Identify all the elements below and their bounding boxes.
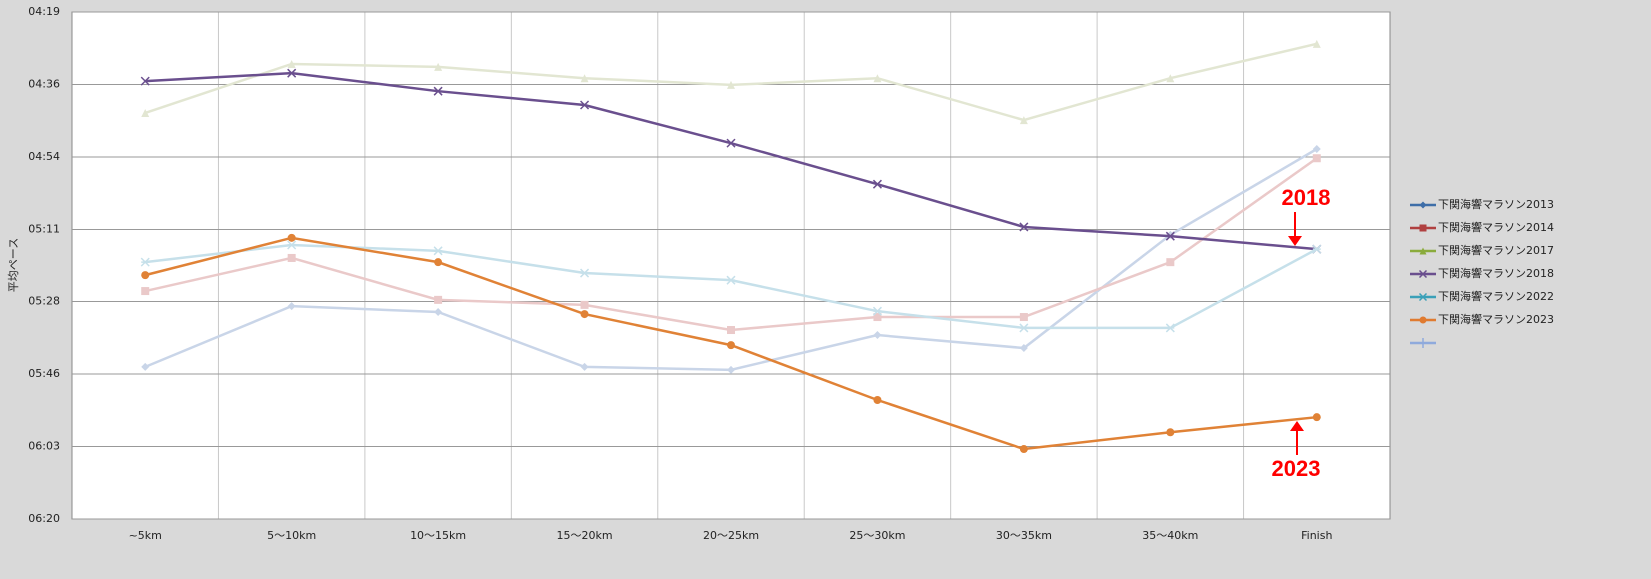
marker	[580, 362, 589, 371]
marker	[141, 287, 150, 296]
marker	[287, 302, 296, 311]
marker	[1418, 269, 1428, 279]
x-tick-label: Finish	[1301, 529, 1332, 542]
marker	[1165, 231, 1175, 241]
marker	[1419, 224, 1427, 232]
marker	[873, 313, 882, 322]
marker	[1419, 201, 1427, 209]
x-tick-label: 10〜15km	[410, 529, 466, 542]
marker	[1312, 145, 1321, 154]
marker	[727, 365, 735, 374]
marker	[580, 74, 589, 83]
y-tick-label: 06:03	[28, 440, 60, 453]
marker	[1019, 116, 1028, 125]
marker	[727, 80, 735, 89]
x-tick-label: 25〜30km	[849, 529, 905, 542]
marker	[873, 396, 882, 405]
marker	[1166, 428, 1175, 437]
arrow	[1290, 421, 1304, 455]
marker	[1312, 413, 1321, 422]
marker	[1019, 323, 1029, 333]
marker	[287, 68, 297, 78]
marker	[141, 108, 150, 117]
marker	[141, 271, 150, 280]
marker	[1312, 39, 1321, 48]
x-tick-label: 30〜35km	[996, 529, 1052, 542]
marker	[141, 362, 150, 371]
legend-label: 下関海響マラソン2017	[1438, 243, 1554, 257]
marker	[287, 240, 297, 250]
marker	[287, 233, 296, 242]
x-tick-label: ~5km	[129, 529, 162, 542]
annotation: 2023	[1272, 456, 1321, 481]
marker	[1419, 316, 1427, 324]
legend-label: 下関海響マラソン2023	[1438, 312, 1554, 326]
y-tick-label: 04:19	[28, 5, 60, 18]
marker	[1019, 313, 1028, 322]
x-tick-label: 35〜40km	[1142, 529, 1198, 542]
marker	[1166, 258, 1175, 267]
y-tick-label: 04:54	[28, 150, 60, 163]
marker	[580, 300, 589, 309]
marker	[1019, 445, 1028, 454]
marker	[726, 275, 736, 285]
y-tick-label: 05:46	[28, 367, 60, 380]
legend-label: 下関海響マラソン2013	[1438, 197, 1554, 211]
marker	[434, 258, 443, 267]
marker	[727, 326, 735, 335]
y-tick-label: 05:11	[28, 222, 60, 235]
marker	[1019, 222, 1029, 232]
marker	[580, 100, 590, 110]
marker	[580, 268, 590, 278]
y-tick-label: 06:20	[28, 512, 60, 525]
y-axis-label: 平均ペース	[7, 238, 20, 292]
x-tick-label: 15〜20km	[557, 529, 613, 542]
marker	[727, 341, 735, 350]
legend-label: 下関海響マラソン2022	[1438, 289, 1554, 303]
marker	[434, 308, 443, 317]
marker	[580, 310, 589, 319]
x-tick-label: 20〜25km	[703, 529, 759, 542]
y-tick-label: 04:36	[28, 77, 60, 90]
marker	[140, 257, 150, 267]
marker	[434, 295, 443, 304]
legend-label: 下関海響マラソン2014	[1438, 220, 1554, 234]
marker	[1312, 154, 1321, 163]
marker	[287, 253, 296, 262]
legend-label: 下関海響マラソン2018	[1438, 266, 1554, 280]
marker	[872, 306, 882, 316]
marker	[433, 246, 443, 256]
marker	[140, 76, 150, 86]
marker	[1312, 244, 1322, 254]
legend-extra	[1410, 338, 1436, 348]
x-tick-label: 5〜10km	[267, 529, 316, 542]
marker	[1165, 323, 1175, 333]
marker	[433, 86, 443, 96]
y-tick-label: 05:28	[28, 295, 60, 308]
marker	[872, 179, 882, 189]
marker	[434, 62, 443, 71]
marker	[873, 331, 882, 340]
marker	[1418, 292, 1428, 302]
marker	[1166, 74, 1175, 83]
annotation: 2018	[1282, 185, 1331, 210]
marker	[726, 138, 736, 148]
marker	[287, 59, 296, 68]
marker	[873, 74, 882, 83]
marker	[1019, 344, 1028, 353]
arrow	[1288, 212, 1302, 246]
marker	[1419, 247, 1427, 255]
